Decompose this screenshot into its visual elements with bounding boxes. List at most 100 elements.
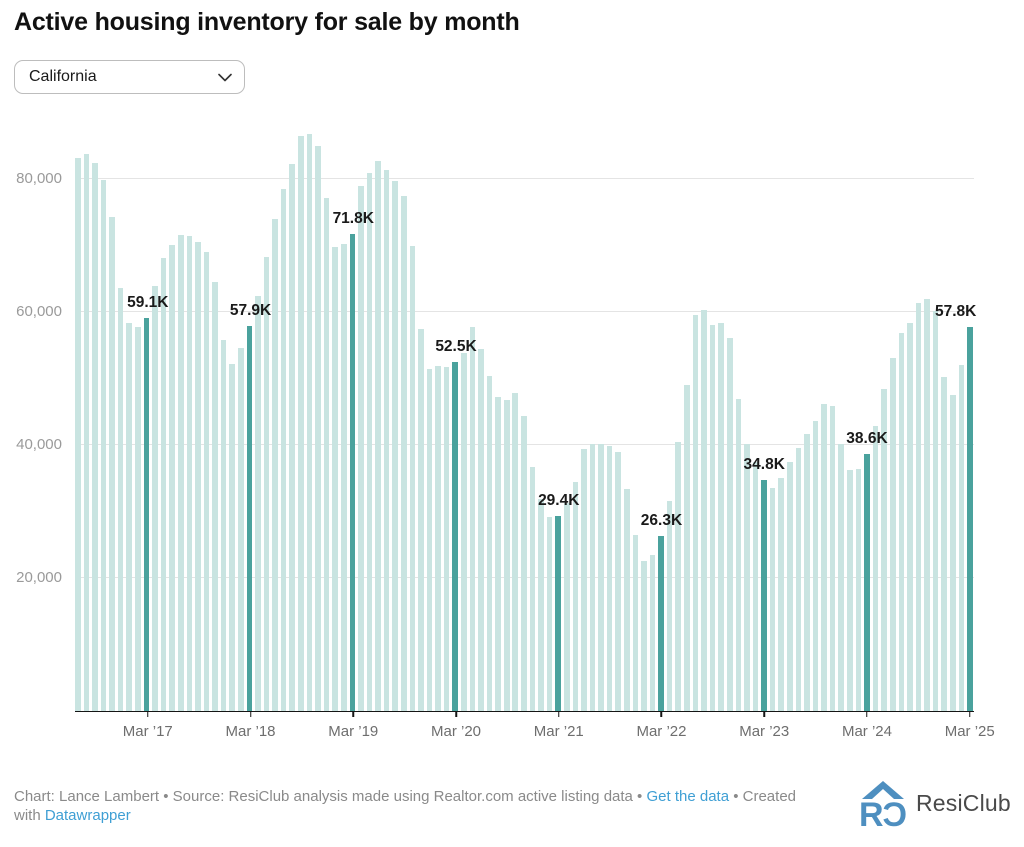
bar[interactable] — [718, 323, 724, 711]
bar-highlighted[interactable] — [246, 326, 253, 711]
bar[interactable] — [684, 385, 690, 711]
bar[interactable] — [383, 169, 390, 711]
bar[interactable] — [255, 296, 261, 711]
region-select[interactable]: California — [14, 60, 245, 94]
bar[interactable] — [323, 197, 330, 711]
bar[interactable] — [486, 375, 493, 711]
bar[interactable] — [735, 399, 742, 711]
bar-highlighted[interactable] — [555, 515, 561, 711]
bar[interactable] — [358, 185, 364, 711]
bar[interactable] — [744, 443, 750, 711]
bar[interactable] — [615, 452, 622, 711]
bar[interactable] — [195, 241, 201, 711]
bar[interactable] — [915, 302, 922, 711]
bar[interactable] — [872, 425, 879, 711]
bar[interactable] — [847, 469, 853, 711]
bar[interactable] — [855, 468, 862, 711]
bar[interactable] — [289, 163, 296, 711]
bar[interactable] — [409, 245, 416, 711]
bar[interactable] — [726, 337, 733, 711]
bar[interactable] — [881, 389, 887, 711]
bar[interactable] — [212, 282, 218, 711]
bar[interactable] — [160, 257, 167, 711]
bar[interactable] — [237, 347, 244, 711]
bar[interactable] — [889, 357, 896, 711]
bar[interactable] — [109, 216, 115, 711]
bar[interactable] — [949, 395, 956, 711]
bar[interactable] — [229, 363, 235, 711]
bar-highlighted[interactable] — [349, 233, 356, 711]
bar[interactable] — [898, 333, 905, 711]
bar[interactable] — [572, 481, 579, 711]
bar[interactable] — [804, 434, 810, 711]
bar[interactable] — [521, 416, 527, 711]
bar-highlighted[interactable] — [864, 454, 870, 711]
bar[interactable] — [340, 243, 347, 711]
bar[interactable] — [75, 157, 81, 711]
bar-highlighted[interactable] — [143, 318, 150, 711]
bar[interactable] — [461, 352, 467, 711]
bar[interactable] — [675, 442, 682, 711]
bar[interactable] — [838, 443, 845, 711]
bar[interactable] — [649, 554, 656, 711]
bar-highlighted[interactable] — [967, 326, 973, 711]
bar[interactable] — [135, 327, 141, 711]
bar[interactable] — [907, 322, 913, 711]
bar[interactable] — [263, 256, 270, 711]
bar[interactable] — [92, 163, 98, 711]
bar[interactable] — [821, 404, 827, 711]
bar[interactable] — [126, 323, 133, 711]
bar[interactable] — [478, 349, 484, 711]
bar[interactable] — [443, 366, 450, 711]
bar[interactable] — [469, 327, 476, 711]
bar[interactable] — [503, 399, 510, 711]
bar[interactable] — [546, 516, 553, 711]
bar-highlighted[interactable] — [658, 536, 664, 711]
bar[interactable] — [177, 234, 184, 711]
bar[interactable] — [666, 500, 673, 711]
bar[interactable] — [795, 447, 802, 711]
bar[interactable] — [606, 445, 613, 711]
bar[interactable] — [152, 286, 158, 711]
bar[interactable] — [100, 180, 107, 711]
bar[interactable] — [203, 252, 210, 711]
bar[interactable] — [272, 218, 278, 711]
bar[interactable] — [298, 135, 304, 711]
bar[interactable] — [812, 421, 819, 711]
bar[interactable] — [495, 397, 501, 711]
bar[interactable] — [426, 368, 433, 711]
bar[interactable] — [924, 299, 930, 711]
bar[interactable] — [315, 145, 321, 711]
bar[interactable] — [778, 477, 784, 711]
bar-highlighted[interactable] — [452, 361, 459, 711]
bar[interactable] — [435, 365, 441, 711]
bar[interactable] — [332, 246, 338, 711]
bar[interactable] — [786, 462, 793, 711]
get-the-data-link[interactable]: Get the data — [646, 788, 730, 805]
bar-highlighted[interactable] — [761, 479, 767, 711]
bar[interactable] — [400, 196, 407, 711]
bar[interactable] — [529, 466, 536, 711]
bar[interactable] — [692, 315, 699, 711]
bar[interactable] — [632, 535, 639, 711]
bar[interactable] — [375, 161, 381, 711]
bar[interactable] — [392, 181, 398, 711]
bar[interactable] — [581, 449, 587, 711]
bar[interactable] — [932, 311, 939, 711]
bar[interactable] — [512, 393, 519, 711]
bar[interactable] — [701, 310, 707, 711]
bar[interactable] — [829, 405, 836, 711]
bar[interactable] — [83, 153, 90, 711]
bar[interactable] — [958, 365, 965, 711]
bar[interactable] — [306, 133, 313, 711]
bar[interactable] — [366, 173, 373, 711]
bar[interactable] — [589, 444, 596, 711]
bar[interactable] — [220, 339, 227, 711]
bar[interactable] — [280, 189, 287, 711]
bar[interactable] — [752, 462, 759, 711]
bar[interactable] — [418, 329, 424, 711]
datawrapper-link[interactable]: Datawrapper — [44, 807, 131, 824]
bar[interactable] — [563, 502, 570, 711]
bar[interactable] — [186, 236, 193, 711]
bar[interactable] — [941, 377, 947, 711]
